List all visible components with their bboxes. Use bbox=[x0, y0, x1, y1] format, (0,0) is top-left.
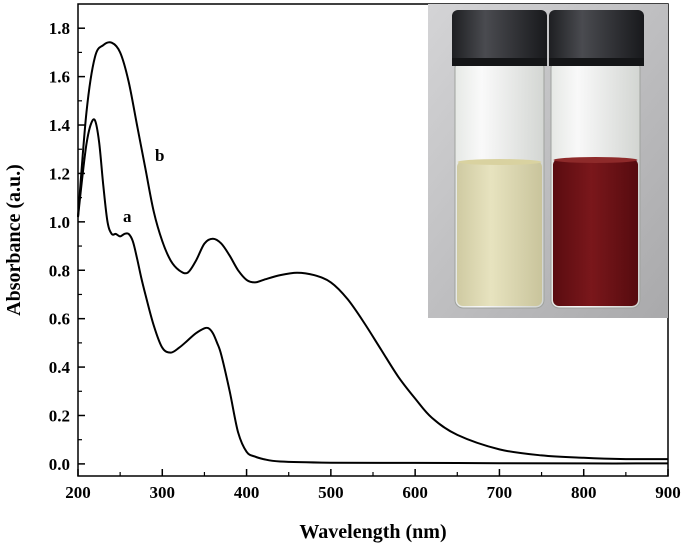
y-tick-label: 1.8 bbox=[49, 19, 70, 38]
y-tick-label: 1.4 bbox=[49, 116, 71, 135]
y-axis-ticks: 0.0 0.2 0.4 0.6 0.8 1.0 1.2 1.4 1.6 1.8 bbox=[49, 19, 85, 474]
y-tick-label: 0.4 bbox=[49, 358, 71, 377]
y-tick-label: 1.6 bbox=[49, 68, 70, 87]
y-tick-label: 0.0 bbox=[49, 455, 70, 474]
inset-photo bbox=[428, 4, 668, 318]
x-tick-label: 500 bbox=[318, 483, 344, 502]
series-label-a: a bbox=[123, 207, 132, 226]
y-tick-label: 0.8 bbox=[49, 261, 70, 280]
series-line-a bbox=[77, 118, 669, 465]
vial-right bbox=[549, 10, 644, 309]
x-tick-label: 600 bbox=[402, 483, 428, 502]
x-tick-label: 300 bbox=[150, 483, 176, 502]
x-tick-label: 800 bbox=[571, 483, 597, 502]
y-axis-title: Absorbance (a.u.) bbox=[3, 164, 25, 316]
x-axis-title: Wavelength (nm) bbox=[299, 521, 446, 543]
x-axis-ticks: 200 300 400 500 600 700 800 900 bbox=[65, 469, 681, 502]
x-tick-label: 900 bbox=[655, 483, 681, 502]
y-tick-label: 0.6 bbox=[49, 310, 70, 329]
series-label-b: b bbox=[155, 146, 164, 165]
x-tick-label: 200 bbox=[65, 483, 91, 502]
y-tick-label: 1.2 bbox=[49, 164, 70, 183]
series-layer bbox=[77, 41, 669, 465]
y-tick-label: 0.2 bbox=[49, 406, 70, 425]
x-tick-label: 400 bbox=[234, 483, 260, 502]
series-line-b bbox=[77, 41, 669, 461]
x-tick-label: 700 bbox=[487, 483, 513, 502]
vial-left bbox=[452, 10, 547, 309]
y-tick-label: 1.0 bbox=[49, 213, 70, 232]
